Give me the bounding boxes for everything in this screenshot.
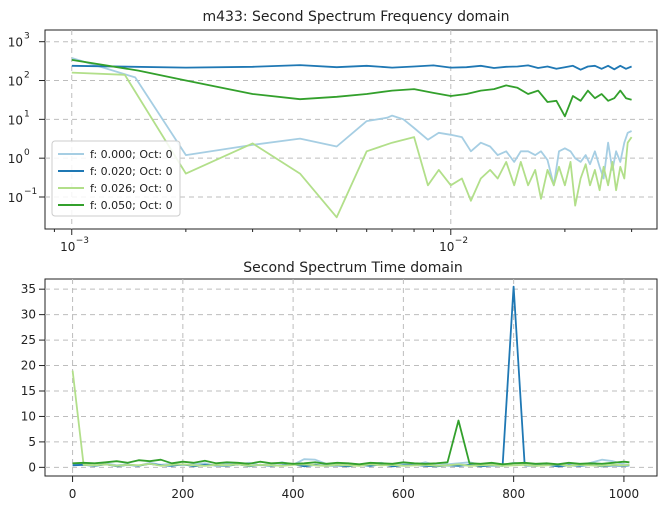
x-tick-label: 0 <box>69 487 77 501</box>
frequency-domain-chart: m433: Second Spectrum Frequency domain 1… <box>8 9 658 254</box>
x-tick-label: 200 <box>171 487 194 501</box>
x-tick-label: 800 <box>502 487 525 501</box>
legend: f: 0.000; Oct: 0 f: 0.020; Oct: 0 f: 0.0… <box>51 140 181 217</box>
y-tick-label: 10 <box>8 75 23 89</box>
y-tick-exponent: 0 <box>24 148 30 158</box>
legend-label: f: 0.020; Oct: 0 <box>90 165 173 178</box>
legend-entry: f: 0.000; Oct: 0 <box>58 148 173 161</box>
legend-entry: f: 0.020; Oct: 0 <box>58 165 173 178</box>
x-tick-exponent: −3 <box>76 236 89 246</box>
y-tick-exponent: −1 <box>24 187 37 197</box>
legend-entry: f: 0.026; Oct: 0 <box>58 182 173 195</box>
y-tick-label: 5 <box>28 435 36 449</box>
y-tick-exponent: 3 <box>24 32 30 42</box>
y-tick-label: 10 <box>8 191 23 205</box>
x-tick-label: 600 <box>392 487 415 501</box>
y-tick-label: 30 <box>21 308 36 322</box>
y-tick-label: 10 <box>8 152 23 166</box>
legend-box <box>51 140 181 217</box>
x-axis-ticks: 0 200 400 600 800 1000 <box>69 476 639 501</box>
grid <box>45 279 657 476</box>
y-tick-label: 20 <box>21 359 36 373</box>
plot-frame <box>44 278 658 477</box>
y-axis-ticks: 0 5 10 15 20 25 30 35 <box>21 282 45 474</box>
series-line <box>71 71 633 219</box>
y-tick-label: 15 <box>21 384 36 398</box>
legend-label: f: 0.026; Oct: 0 <box>90 182 173 195</box>
series-line <box>71 370 630 467</box>
y-tick-label: 0 <box>28 460 36 474</box>
series-line <box>72 419 630 466</box>
y-tick-label: 10 <box>8 36 23 50</box>
legend-entry: f: 0.050; Oct: 0 <box>58 199 173 212</box>
time-domain-chart: Second Spectrum Time domain 0 200 400 600 80… <box>21 260 658 501</box>
series-line <box>71 57 632 187</box>
y-tick-label: 35 <box>21 282 36 296</box>
chart-title: Second Spectrum Time domain <box>243 260 462 276</box>
y-tick-exponent: 1 <box>24 109 30 119</box>
legend-label: f: 0.000; Oct: 0 <box>90 148 173 161</box>
x-tick-label: 10 <box>60 240 75 254</box>
series-lines <box>71 285 630 468</box>
x-tick-exponent: −2 <box>455 236 468 246</box>
series-line <box>71 64 632 71</box>
series-lines <box>71 57 633 219</box>
y-tick-label: 10 <box>21 409 36 423</box>
x-tick-label: 10 <box>439 240 454 254</box>
x-tick-label: 400 <box>282 487 305 501</box>
legend-label: f: 0.050; Oct: 0 <box>90 199 173 212</box>
series-line <box>71 59 632 118</box>
y-tick-label: 10 <box>8 113 23 127</box>
chart-title: m433: Second Spectrum Frequency domain <box>203 9 510 25</box>
x-tick-label: 1000 <box>609 487 640 501</box>
y-tick-exponent: 2 <box>24 71 30 81</box>
x-axis-ticks: 10 −3 10 −2 <box>53 229 633 254</box>
y-tick-label: 25 <box>21 333 36 347</box>
